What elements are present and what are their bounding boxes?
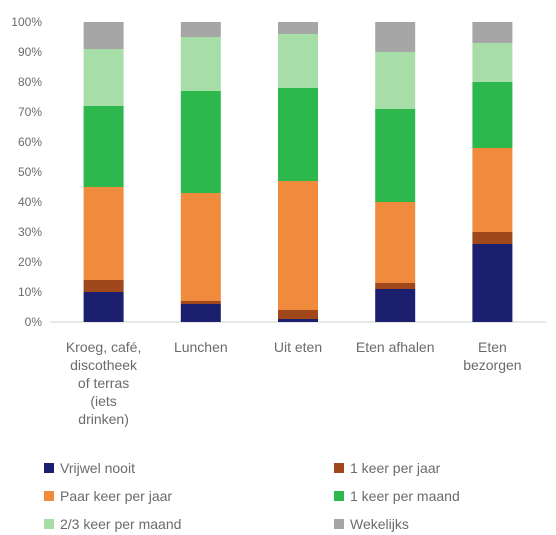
x-tick-label: Kroeg, café, discotheek of terras (iets drin… (66, 339, 142, 427)
bar-segment (278, 88, 318, 181)
y-tick-label: 0% (25, 315, 43, 329)
bar-segment (278, 310, 318, 319)
legend-item: 1 keer per jaar (334, 460, 440, 476)
bar-segment (83, 22, 124, 49)
bar-segment (180, 37, 221, 91)
bar-segment (83, 106, 124, 187)
y-tick-label: 10% (18, 285, 42, 299)
legend-item: Paar keer per jaar (44, 488, 172, 504)
bar-segment (83, 292, 124, 322)
y-tick-label: 60% (18, 135, 42, 149)
legend-label: Paar keer per jaar (60, 488, 173, 504)
legend-swatch (334, 491, 344, 501)
y-axis: 0% 10% 20% 30% 40% 50% 60% 70% 80% 90% 100% (11, 15, 546, 329)
bar-segment (180, 91, 221, 193)
bar-segment (278, 34, 318, 88)
bar-segment (278, 319, 318, 322)
bar-segment (83, 187, 124, 280)
bar-segment (180, 193, 221, 301)
legend-item: Wekelijks (334, 516, 409, 532)
bar-segment (180, 304, 221, 322)
bar-segment (83, 280, 124, 292)
legend-item: 2/3 keer per maand (44, 516, 181, 532)
bar-segment (472, 22, 513, 43)
bar-segment (472, 82, 513, 148)
y-tick-label: 90% (18, 45, 42, 59)
bar-segment (472, 148, 513, 232)
y-tick-label: 30% (18, 225, 42, 239)
bar-segment (180, 301, 221, 304)
bar-segment (375, 109, 416, 202)
y-tick-label: 80% (18, 75, 42, 89)
bar-segment (375, 52, 416, 109)
bar-segment (472, 43, 513, 82)
bar-segment (375, 283, 416, 289)
bar-segment (375, 202, 416, 283)
legend-swatch (334, 463, 344, 473)
legend-label: 1 keer per maand (350, 488, 460, 504)
legend-swatch (44, 463, 54, 473)
bar-segment (472, 244, 513, 322)
bar-segment (278, 181, 318, 310)
legend-label: Wekelijks (350, 516, 409, 532)
bars (83, 22, 513, 322)
y-tick-label: 50% (18, 165, 42, 179)
bar-segment (180, 22, 221, 37)
bar-segment (278, 22, 318, 34)
y-tick-label: 40% (18, 195, 42, 209)
x-tick-label: Lunchen (174, 339, 228, 355)
stacked-bar-chart: 0% 10% 20% 30% 40% 50% 60% 70% 80% 90% 100% Kroeg,… (11, 15, 546, 427)
x-axis: Kroeg, café, discotheek of terras (iets drin… (66, 339, 522, 427)
y-tick-label: 20% (18, 255, 42, 269)
legend-label: Vrijwel nooit (60, 460, 135, 476)
x-tick-label: Eten afhalen (356, 339, 435, 355)
legend-label: 2/3 keer per maand (60, 516, 182, 532)
legend-swatch (44, 519, 54, 529)
legend-swatch (44, 491, 54, 501)
bar-segment (83, 49, 124, 106)
legend-swatch (334, 519, 344, 529)
y-tick-label: 70% (18, 105, 42, 119)
legend-label: 1 keer per jaar (350, 460, 441, 476)
bar-segment (375, 22, 416, 52)
legend-item: Vrijwel nooit (44, 460, 135, 476)
x-tick-label: Uit eten (274, 339, 322, 355)
legend-item: 1 keer per maand (334, 488, 460, 504)
y-tick-label: 100% (11, 15, 42, 29)
x-tick-label: Eten bezorgen (463, 339, 521, 373)
bar-segment (375, 289, 416, 322)
bar-segment (472, 232, 513, 244)
